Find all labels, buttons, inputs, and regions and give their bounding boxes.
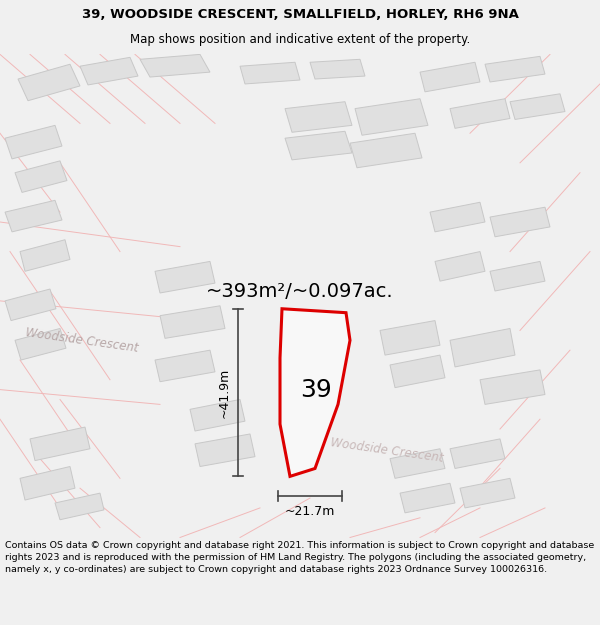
Polygon shape [155,261,215,293]
Text: 39, WOODSIDE CRESCENT, SMALLFIELD, HORLEY, RH6 9NA: 39, WOODSIDE CRESCENT, SMALLFIELD, HORLE… [82,8,518,21]
Polygon shape [355,99,428,135]
Polygon shape [490,261,545,291]
Polygon shape [400,483,455,513]
Polygon shape [285,131,352,160]
Text: Map shows position and indicative extent of the property.: Map shows position and indicative extent… [130,34,470,46]
Polygon shape [18,64,80,101]
Text: Contains OS data © Crown copyright and database right 2021. This information is : Contains OS data © Crown copyright and d… [5,541,594,574]
Polygon shape [20,466,75,500]
Polygon shape [450,329,515,367]
Polygon shape [450,99,510,128]
Text: ~41.9m: ~41.9m [218,368,230,418]
Polygon shape [190,399,245,431]
Polygon shape [195,434,255,466]
Polygon shape [15,329,66,360]
Polygon shape [390,355,445,388]
Polygon shape [55,493,104,520]
Polygon shape [480,370,545,404]
Text: 39: 39 [300,378,332,402]
Polygon shape [510,94,565,119]
Polygon shape [450,439,505,469]
Polygon shape [155,350,215,382]
Polygon shape [285,102,352,132]
Polygon shape [485,56,545,82]
Polygon shape [280,309,350,476]
Polygon shape [420,62,480,92]
Text: ~21.7m: ~21.7m [285,506,335,518]
Polygon shape [350,133,422,168]
Polygon shape [240,62,300,84]
Text: ~393m²/~0.097ac.: ~393m²/~0.097ac. [206,281,394,301]
Polygon shape [15,161,67,192]
Text: Woodside Crescent: Woodside Crescent [25,326,140,354]
Polygon shape [160,306,225,338]
Polygon shape [5,200,62,232]
Polygon shape [140,54,210,77]
Polygon shape [435,252,485,281]
Polygon shape [430,202,485,232]
Polygon shape [30,427,90,461]
Polygon shape [310,59,365,79]
Polygon shape [5,289,56,321]
Polygon shape [390,449,445,478]
Polygon shape [80,58,138,85]
Polygon shape [380,321,440,355]
Polygon shape [5,126,62,159]
Polygon shape [490,208,550,237]
Polygon shape [460,478,515,508]
Text: Woodside Crescent: Woodside Crescent [330,436,445,465]
Polygon shape [20,240,70,271]
